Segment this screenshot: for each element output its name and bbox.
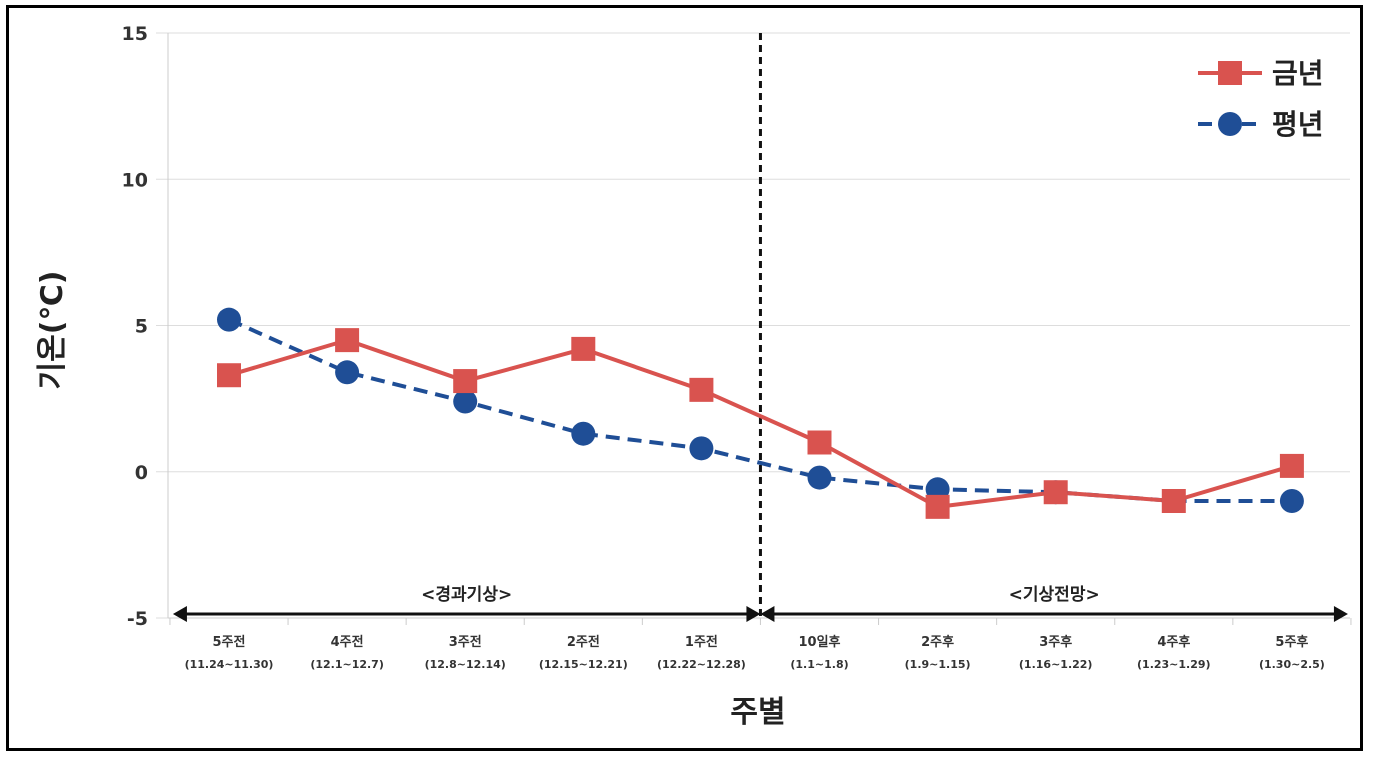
x-tick-label: 5주후	[1275, 634, 1308, 650]
data-point-1-0	[217, 307, 241, 332]
legend-label-0: 금년	[1272, 57, 1324, 90]
data-point-0-6	[925, 494, 950, 519]
x-tick-range-label: (1.9~1.15)	[905, 658, 971, 671]
annotation-label-1: <기상전망>	[1009, 585, 1100, 605]
x-axis-label: 주별	[730, 695, 785, 730]
x-tick-range-label: (1.30~2.5)	[1259, 658, 1325, 671]
x-tick-range-label: (12.1~12.7)	[310, 658, 384, 671]
y-tick-15: 15	[122, 23, 148, 45]
arrow-head	[1333, 606, 1348, 622]
y-tick--5: -5	[127, 608, 148, 630]
legend-marker-0	[1218, 61, 1242, 85]
data-point-1-4	[689, 436, 714, 461]
x-tick-label: 10일후	[798, 634, 840, 650]
data-point-0-1	[335, 328, 360, 353]
series-line-0	[228, 338, 1293, 509]
y-tick-10: 10	[122, 169, 148, 191]
x-tick-label: 4주후	[1157, 634, 1190, 650]
data-point-0-4	[689, 377, 714, 402]
x-tick-range-label: (11.24~11.30)	[185, 658, 274, 671]
grid-lines	[156, 32, 1352, 625]
series-layer	[217, 307, 1304, 519]
data-point-0-2	[453, 369, 478, 394]
data-point-0-0	[217, 363, 241, 388]
x-tick-range-label: (12.22~12.28)	[657, 658, 746, 671]
legend-label-1: 평년	[1272, 108, 1324, 141]
x-tick-labels: 5주전 (11.24~11.30) 4주전 (12.1~12.7) 3주전 (12.8~1…	[185, 634, 1325, 671]
x-tick-range-label: (1.1~1.8)	[790, 658, 848, 671]
data-point-0-3	[571, 336, 596, 361]
data-point-0-5	[807, 430, 832, 455]
arrow-head	[760, 606, 775, 622]
x-tick-label: 3주후	[1039, 634, 1072, 650]
annotation-label-0: <경과기상>	[421, 585, 512, 605]
data-point-1-3	[571, 421, 596, 446]
x-tick-range-label: (1.23~1.29)	[1137, 658, 1211, 671]
data-point-0-7	[1043, 480, 1068, 505]
data-point-0-8	[1161, 489, 1186, 513]
arrow-head	[172, 606, 187, 622]
data-point-0-9	[1279, 453, 1304, 478]
x-tick-label: 2주후	[921, 634, 954, 650]
x-tick-range-label: (12.15~12.21)	[539, 658, 628, 671]
x-tick-range-label: (1.16~1.22)	[1019, 658, 1093, 671]
x-tick-label: 4주전	[331, 634, 364, 650]
legend-marker-1	[1218, 112, 1242, 136]
y-tick-5: 5	[135, 316, 148, 338]
data-point-1-9	[1279, 489, 1304, 513]
x-tick-label: 3주전	[449, 634, 482, 650]
period-annotations: <경과기상> <기상전망>	[172, 585, 1348, 622]
x-tick-range-label: (12.8~12.14)	[425, 658, 506, 671]
data-point-1-2	[453, 389, 478, 414]
y-tick-0: 0	[135, 462, 148, 484]
data-point-1-5	[807, 465, 832, 490]
x-tick-label: 1주전	[685, 634, 718, 650]
y-tick-labels: -5 0 5 10 15	[122, 23, 148, 630]
x-tick-label: 2주전	[567, 634, 600, 650]
arrow-head	[746, 606, 761, 622]
x-tick-label: 5주전	[213, 634, 246, 650]
data-point-1-1	[335, 360, 360, 385]
y-axis-label: 기온(℃)	[35, 271, 70, 390]
